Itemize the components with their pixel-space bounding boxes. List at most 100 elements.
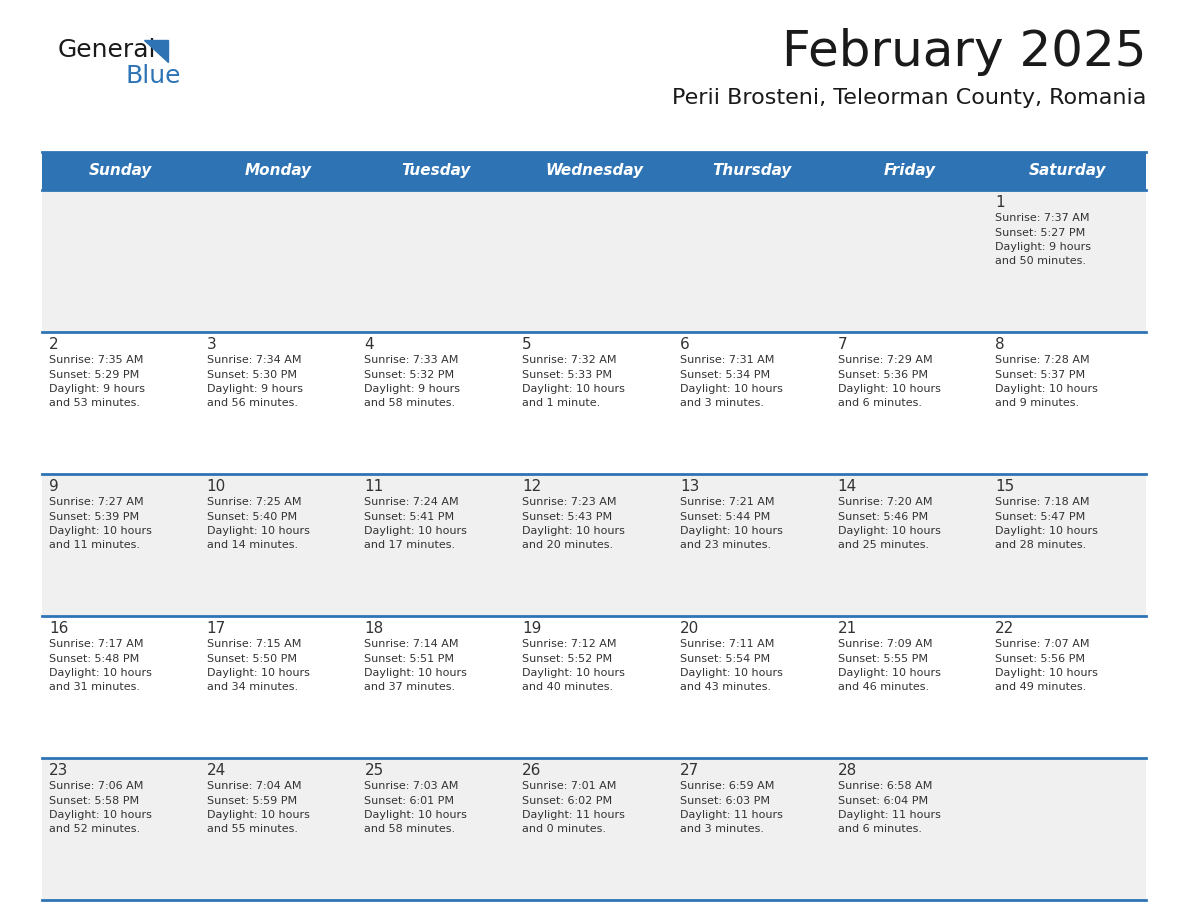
Text: 11: 11 <box>365 479 384 494</box>
Text: 8: 8 <box>996 337 1005 352</box>
Text: and 3 minutes.: and 3 minutes. <box>680 398 764 409</box>
Text: and 1 minute.: and 1 minute. <box>523 398 600 409</box>
Text: Sunrise: 7:07 AM: Sunrise: 7:07 AM <box>996 639 1089 649</box>
Text: Daylight: 9 hours: Daylight: 9 hours <box>49 384 145 394</box>
Text: Daylight: 10 hours: Daylight: 10 hours <box>838 668 941 678</box>
Text: Sunset: 5:41 PM: Sunset: 5:41 PM <box>365 511 455 521</box>
Text: and 34 minutes.: and 34 minutes. <box>207 682 298 692</box>
Text: 13: 13 <box>680 479 700 494</box>
Text: and 14 minutes.: and 14 minutes. <box>207 541 298 551</box>
Text: Sunrise: 7:24 AM: Sunrise: 7:24 AM <box>365 497 459 507</box>
Text: Sunset: 5:51 PM: Sunset: 5:51 PM <box>365 654 455 664</box>
Text: 3: 3 <box>207 337 216 352</box>
Text: Daylight: 10 hours: Daylight: 10 hours <box>49 810 152 820</box>
Text: and 58 minutes.: and 58 minutes. <box>365 824 455 834</box>
Text: Sunset: 5:56 PM: Sunset: 5:56 PM <box>996 654 1086 664</box>
Text: 17: 17 <box>207 621 226 636</box>
Text: Sunrise: 7:06 AM: Sunrise: 7:06 AM <box>49 781 144 791</box>
Text: Sunrise: 7:03 AM: Sunrise: 7:03 AM <box>365 781 459 791</box>
Text: Sunset: 5:37 PM: Sunset: 5:37 PM <box>996 370 1086 379</box>
Text: and 17 minutes.: and 17 minutes. <box>365 541 455 551</box>
Text: Sunrise: 7:09 AM: Sunrise: 7:09 AM <box>838 639 933 649</box>
Text: Sunset: 5:47 PM: Sunset: 5:47 PM <box>996 511 1086 521</box>
Text: Daylight: 11 hours: Daylight: 11 hours <box>838 810 941 820</box>
Text: and 52 minutes.: and 52 minutes. <box>49 824 140 834</box>
Bar <box>42 152 1146 190</box>
Text: and 6 minutes.: and 6 minutes. <box>838 398 922 409</box>
Text: and 23 minutes.: and 23 minutes. <box>680 541 771 551</box>
Bar <box>42 190 1146 332</box>
Text: and 0 minutes.: and 0 minutes. <box>523 824 606 834</box>
Text: and 53 minutes.: and 53 minutes. <box>49 398 140 409</box>
Text: Daylight: 10 hours: Daylight: 10 hours <box>680 668 783 678</box>
Text: Daylight: 10 hours: Daylight: 10 hours <box>523 384 625 394</box>
Text: 19: 19 <box>523 621 542 636</box>
Text: February 2025: February 2025 <box>782 28 1146 76</box>
Text: 16: 16 <box>49 621 69 636</box>
Text: Sunset: 5:40 PM: Sunset: 5:40 PM <box>207 511 297 521</box>
Text: Daylight: 10 hours: Daylight: 10 hours <box>207 668 310 678</box>
Text: Sunset: 5:59 PM: Sunset: 5:59 PM <box>207 796 297 805</box>
Text: Daylight: 9 hours: Daylight: 9 hours <box>365 384 461 394</box>
Text: Sunrise: 7:33 AM: Sunrise: 7:33 AM <box>365 355 459 365</box>
Text: and 49 minutes.: and 49 minutes. <box>996 682 1087 692</box>
Text: and 58 minutes.: and 58 minutes. <box>365 398 455 409</box>
Text: Sunset: 5:43 PM: Sunset: 5:43 PM <box>523 511 612 521</box>
Text: Sunrise: 7:29 AM: Sunrise: 7:29 AM <box>838 355 933 365</box>
Text: Daylight: 11 hours: Daylight: 11 hours <box>523 810 625 820</box>
Text: Sunrise: 7:21 AM: Sunrise: 7:21 AM <box>680 497 775 507</box>
Text: Sunrise: 7:31 AM: Sunrise: 7:31 AM <box>680 355 775 365</box>
Text: Daylight: 10 hours: Daylight: 10 hours <box>207 526 310 536</box>
Text: Daylight: 10 hours: Daylight: 10 hours <box>523 526 625 536</box>
Text: Sunset: 6:03 PM: Sunset: 6:03 PM <box>680 796 770 805</box>
Text: Sunset: 5:32 PM: Sunset: 5:32 PM <box>365 370 455 379</box>
Text: Sunrise: 7:20 AM: Sunrise: 7:20 AM <box>838 497 933 507</box>
Text: Sunrise: 7:18 AM: Sunrise: 7:18 AM <box>996 497 1089 507</box>
Text: Daylight: 10 hours: Daylight: 10 hours <box>365 668 467 678</box>
Text: Daylight: 10 hours: Daylight: 10 hours <box>680 526 783 536</box>
Text: Sunrise: 7:12 AM: Sunrise: 7:12 AM <box>523 639 617 649</box>
Text: and 40 minutes.: and 40 minutes. <box>523 682 613 692</box>
Text: Daylight: 10 hours: Daylight: 10 hours <box>838 526 941 536</box>
Text: Sunset: 5:55 PM: Sunset: 5:55 PM <box>838 654 928 664</box>
Text: and 50 minutes.: and 50 minutes. <box>996 256 1086 266</box>
Text: Monday: Monday <box>245 163 312 178</box>
Text: Friday: Friday <box>884 163 935 178</box>
Text: and 55 minutes.: and 55 minutes. <box>207 824 298 834</box>
Text: Sunrise: 6:59 AM: Sunrise: 6:59 AM <box>680 781 775 791</box>
Text: Sunrise: 7:15 AM: Sunrise: 7:15 AM <box>207 639 301 649</box>
Bar <box>42 616 1146 758</box>
Text: Daylight: 10 hours: Daylight: 10 hours <box>49 526 152 536</box>
Text: Sunrise: 7:35 AM: Sunrise: 7:35 AM <box>49 355 144 365</box>
Text: Sunrise: 7:11 AM: Sunrise: 7:11 AM <box>680 639 775 649</box>
Text: Saturday: Saturday <box>1029 163 1106 178</box>
Text: Sunset: 6:04 PM: Sunset: 6:04 PM <box>838 796 928 805</box>
Text: Sunrise: 7:14 AM: Sunrise: 7:14 AM <box>365 639 459 649</box>
Text: Sunset: 5:44 PM: Sunset: 5:44 PM <box>680 511 770 521</box>
Text: 15: 15 <box>996 479 1015 494</box>
Text: Daylight: 9 hours: Daylight: 9 hours <box>207 384 303 394</box>
Text: Sunset: 5:30 PM: Sunset: 5:30 PM <box>207 370 297 379</box>
Text: and 28 minutes.: and 28 minutes. <box>996 541 1087 551</box>
Text: Sunrise: 7:01 AM: Sunrise: 7:01 AM <box>523 781 617 791</box>
Text: and 3 minutes.: and 3 minutes. <box>680 824 764 834</box>
Text: 6: 6 <box>680 337 689 352</box>
Text: Sunrise: 7:28 AM: Sunrise: 7:28 AM <box>996 355 1089 365</box>
Text: Daylight: 10 hours: Daylight: 10 hours <box>996 384 1098 394</box>
Text: Daylight: 10 hours: Daylight: 10 hours <box>365 526 467 536</box>
Text: Wednesday: Wednesday <box>545 163 643 178</box>
Bar <box>42 474 1146 616</box>
Text: Perii Brosteni, Teleorman County, Romania: Perii Brosteni, Teleorman County, Romani… <box>671 88 1146 108</box>
Text: 23: 23 <box>49 763 69 778</box>
Text: Sunrise: 7:34 AM: Sunrise: 7:34 AM <box>207 355 302 365</box>
Text: 5: 5 <box>523 337 532 352</box>
Text: Sunset: 5:54 PM: Sunset: 5:54 PM <box>680 654 770 664</box>
Text: Sunset: 5:27 PM: Sunset: 5:27 PM <box>996 228 1086 238</box>
Text: and 31 minutes.: and 31 minutes. <box>49 682 140 692</box>
Text: Daylight: 10 hours: Daylight: 10 hours <box>996 668 1098 678</box>
Text: Daylight: 10 hours: Daylight: 10 hours <box>838 384 941 394</box>
Text: and 37 minutes.: and 37 minutes. <box>365 682 455 692</box>
Text: and 46 minutes.: and 46 minutes. <box>838 682 929 692</box>
Text: Sunset: 5:34 PM: Sunset: 5:34 PM <box>680 370 770 379</box>
Text: Daylight: 10 hours: Daylight: 10 hours <box>523 668 625 678</box>
